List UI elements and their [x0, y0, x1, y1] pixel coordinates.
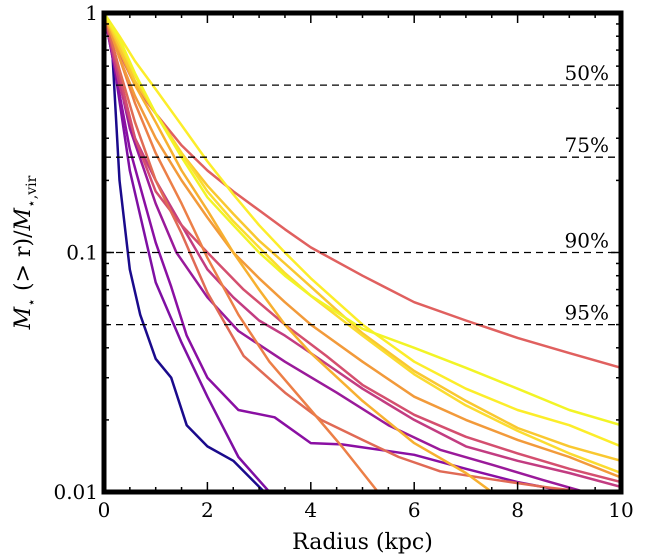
y-label-m2: M [11, 208, 36, 232]
series-line-1 [104, 13, 266, 492]
y-tick-label: 0.01 [53, 480, 98, 504]
tick-labels: 0 2 4 6 8 10 0.01 0.1 1 [53, 1, 633, 522]
svg-text:M⋆ (> r)/M⋆,vir: M⋆ (> r)/M⋆,vir [11, 175, 40, 330]
y-label-m1: M [11, 306, 36, 330]
x-tick-label: 10 [608, 498, 633, 522]
reference-label-2: 75% [565, 133, 609, 157]
y-label-mid: (> r)/ [11, 230, 36, 298]
reference-lines: 50% 75% 90% 95% [104, 61, 621, 326]
y-axis-label: M⋆ (> r)/M⋆,vir [11, 175, 40, 330]
series-line-15 [104, 13, 621, 427]
x-axis-label: Radius (kpc) [292, 530, 433, 555]
series-line-8 [104, 13, 587, 492]
x-tick-label: 4 [304, 498, 317, 522]
series-line-4 [104, 13, 587, 492]
series-line-12 [104, 13, 621, 463]
series-line-13 [104, 13, 621, 475]
y-tick-label: 1 [85, 1, 98, 25]
x-tick-label: 0 [98, 498, 111, 522]
y-tick-label: 0.1 [66, 241, 98, 265]
x-tick-label: 6 [408, 498, 421, 522]
series-line-5 [104, 13, 621, 489]
y-label-sub2: ⋆,vir [24, 175, 40, 208]
x-tick-label: 2 [201, 498, 214, 522]
reference-label-3: 90% [565, 229, 609, 253]
plot-frame [101, 10, 624, 495]
series-line-7 [104, 13, 621, 370]
series-line-9 [104, 13, 380, 492]
reference-label-1: 50% [565, 61, 609, 85]
reference-label-4: 95% [565, 301, 609, 325]
series-line-10 [104, 13, 621, 479]
y-label-star1: ⋆ [24, 298, 40, 307]
series-line-11 [104, 13, 494, 492]
series-line-14 [104, 13, 621, 448]
x-tick-label: 8 [511, 498, 524, 522]
